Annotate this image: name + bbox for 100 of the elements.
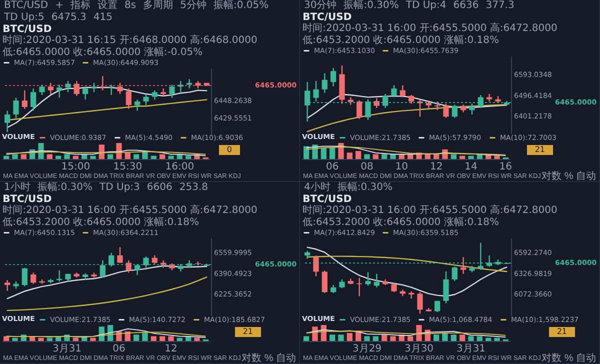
bar bbox=[160, 154, 166, 159]
bar bbox=[338, 334, 344, 341]
text: 21 bbox=[526, 145, 553, 155]
text: + bbox=[55, 0, 64, 12]
bar bbox=[364, 336, 370, 341]
bar bbox=[38, 338, 44, 341]
bar bbox=[468, 336, 474, 341]
bar bbox=[346, 333, 352, 341]
candlestick bbox=[39, 84, 45, 96]
bar bbox=[168, 336, 174, 341]
bar bbox=[390, 154, 396, 159]
bar bbox=[186, 156, 192, 159]
candlestick bbox=[82, 86, 88, 100]
bar bbox=[90, 338, 96, 341]
candlestick bbox=[126, 88, 132, 110]
candlestick bbox=[30, 272, 36, 284]
bar bbox=[372, 154, 378, 159]
candlestick bbox=[434, 100, 440, 111]
bar bbox=[460, 156, 466, 159]
candlestick bbox=[160, 88, 166, 96]
x-tick-label: 15:30 bbox=[113, 162, 142, 172]
candlestick bbox=[443, 270, 449, 304]
candlestick bbox=[374, 273, 380, 288]
x-tick-label: 16:00 bbox=[165, 162, 194, 172]
candlestick bbox=[417, 292, 423, 314]
bar bbox=[442, 333, 448, 341]
text: 30分钟 bbox=[304, 0, 337, 12]
x-tick-label: 3月31 bbox=[52, 344, 82, 354]
bar bbox=[450, 154, 456, 159]
bar bbox=[124, 152, 130, 159]
candlestick bbox=[56, 84, 62, 98]
text: 5分钟 bbox=[180, 0, 206, 12]
chart-title: BTC/USD bbox=[2, 194, 52, 205]
text: 对数 % 自动 bbox=[542, 171, 596, 183]
candlestick bbox=[4, 279, 10, 292]
bar bbox=[330, 148, 336, 159]
bar bbox=[142, 333, 148, 341]
bar bbox=[134, 334, 140, 341]
candlestick bbox=[134, 99, 140, 112]
bar bbox=[424, 154, 430, 159]
candlestick bbox=[452, 104, 458, 118]
chart-subtitle: 时间:2020-03-31 16:15 开:6468.0000 高:6468.0000 低:6465.0000 收:6465.0000 涨幅:-0.05% bbox=[2, 34, 258, 58]
bar bbox=[450, 334, 456, 341]
bar bbox=[356, 151, 362, 159]
bar bbox=[434, 334, 440, 341]
x-tick-label: 08 bbox=[360, 162, 374, 172]
bar bbox=[108, 154, 114, 159]
bar bbox=[4, 336, 10, 341]
x-tick-label: 14 bbox=[464, 162, 478, 172]
candlestick bbox=[4, 110, 10, 133]
chart-subtitle: 时间:2020-03-31 16:00 开:6455.5000 高:6472.8000 低:6453.2000 收:6465.0000 涨幅:0.18% bbox=[302, 22, 558, 46]
candlestick bbox=[443, 103, 449, 118]
text: BTC/USD bbox=[4, 0, 48, 12]
text: TD Up:3 bbox=[100, 182, 140, 194]
x-tick-label: 12 bbox=[430, 162, 443, 172]
chart-subtitle: 时间:2020-03-31 16:00 开:6455.5000 高:6472.8000 低:6453.2000 收:6465.0000 涨幅:0.18% bbox=[2, 204, 258, 228]
bar bbox=[390, 336, 396, 341]
candlestick bbox=[13, 97, 19, 119]
bar bbox=[486, 338, 492, 341]
candlestick bbox=[469, 103, 475, 116]
text: 8s bbox=[124, 0, 136, 12]
x-tick-label: 12 bbox=[164, 344, 178, 354]
candlestick bbox=[65, 80, 71, 93]
text: 多周期 bbox=[143, 0, 174, 12]
x-tick-label: 10 bbox=[395, 162, 408, 172]
candlestick bbox=[408, 290, 414, 300]
x-tick-label: 3月30 bbox=[404, 344, 434, 354]
bar bbox=[434, 154, 440, 159]
bar bbox=[64, 154, 70, 159]
bar bbox=[364, 154, 370, 159]
candlestick bbox=[152, 90, 158, 100]
bar bbox=[12, 338, 18, 341]
bar bbox=[468, 156, 474, 159]
bar bbox=[382, 334, 388, 341]
candlestick bbox=[143, 94, 149, 106]
bar bbox=[408, 336, 414, 341]
candlestick bbox=[365, 272, 371, 286]
text: 指标 bbox=[70, 0, 90, 12]
candlestick bbox=[108, 84, 114, 96]
bar bbox=[46, 154, 52, 159]
chart-title: BTC/USD bbox=[2, 24, 52, 35]
candlestick bbox=[330, 67, 336, 87]
x-tick-label: 06 bbox=[326, 162, 339, 172]
bar bbox=[304, 336, 310, 341]
text: 415 bbox=[93, 12, 112, 24]
chart-subtitle: 时间:2020-03-31 16:00 开:6455.5000 高:6472.8000 低:6453.2000 收:6465.0000 涨幅:0.18% bbox=[302, 204, 558, 228]
candlestick bbox=[22, 267, 28, 287]
bar bbox=[194, 338, 200, 341]
x-tick-label: 16 bbox=[499, 162, 512, 172]
x-tick-label: 3月31 bbox=[456, 344, 486, 354]
bar bbox=[346, 152, 352, 159]
bar bbox=[320, 148, 326, 159]
bar bbox=[150, 156, 156, 159]
text: TD Up:5 bbox=[4, 12, 44, 24]
text: 6475.3 bbox=[51, 12, 86, 24]
bar bbox=[476, 336, 482, 341]
text: 4小时 bbox=[304, 182, 330, 194]
candlestick bbox=[313, 254, 319, 277]
bar bbox=[134, 154, 140, 159]
candlestick bbox=[91, 82, 97, 93]
